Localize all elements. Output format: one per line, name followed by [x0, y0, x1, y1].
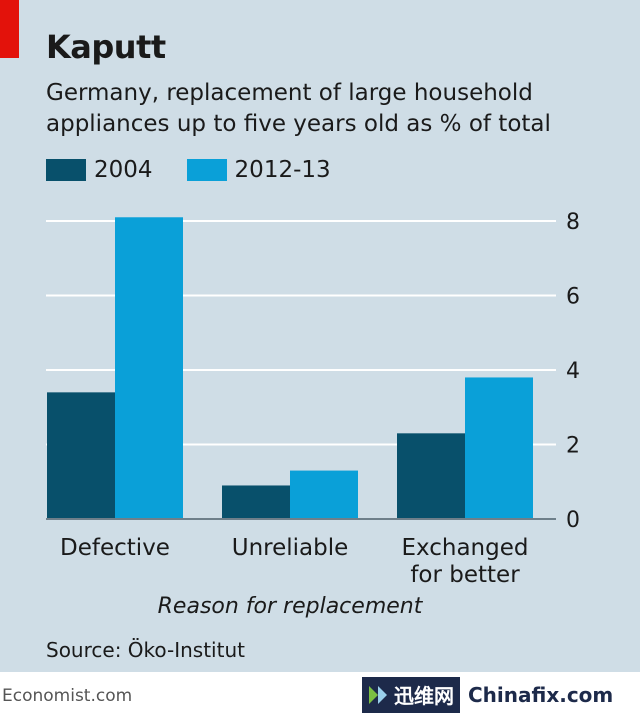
- y-tick-label-0: 0: [566, 508, 580, 533]
- bar-unreliable-2004: [222, 485, 290, 519]
- footer: Economist.com 迅维网 Chinafix.com: [0, 672, 640, 717]
- chinafix-logo-icon: [369, 685, 387, 704]
- y-tick-label-4: 4: [566, 359, 580, 384]
- watermark-en: Chinafix.com: [468, 682, 614, 707]
- x-axis-title: Reason for replacement: [157, 594, 423, 619]
- bar-chart: 0 2 4 6 8 Defective Unreliable Exchanged for bet…: [46, 210, 580, 588]
- bar-defective-2004: [47, 392, 115, 519]
- bar-unreliable-2012-13: [290, 470, 358, 519]
- watermark-cn: 迅维网: [394, 684, 454, 708]
- bar-exchanged-for-better-2012-13: [465, 377, 533, 519]
- y-tick-label-8: 8: [566, 210, 580, 235]
- x-tick-label-exchanged-for-better: Exchanged for better: [402, 535, 529, 588]
- chart-title: Kaputt: [46, 28, 166, 66]
- legend-label-2012-13: 2012-13: [234, 157, 331, 183]
- watermark-badge: 迅维网: [362, 676, 460, 713]
- y-tick-label-6: 6: [566, 285, 580, 310]
- source-note: Source: Öko-Institut: [46, 638, 245, 662]
- legend: 2004 2012-13: [46, 155, 365, 185]
- legend-swatch-2012-13: [186, 159, 227, 181]
- bar-defective-2012-13: [115, 217, 183, 519]
- legend-label-2004: 2004: [94, 157, 153, 183]
- legend-swatch-2004: [46, 159, 86, 181]
- footer-brand: Economist.com: [2, 686, 133, 706]
- accent-tag: [0, 0, 19, 58]
- legend-item-2012-13: 2012-13: [186, 157, 331, 183]
- y-tick-label-2: 2: [566, 434, 580, 459]
- legend-item-2004: 2004: [46, 157, 153, 183]
- bar-exchanged-for-better-2004: [397, 433, 465, 519]
- x-tick-label-unreliable: Unreliable: [232, 535, 349, 561]
- chart-subtitle: Germany, replacement of large household …: [46, 80, 551, 137]
- watermark: 迅维网 Chinafix.com: [362, 672, 640, 717]
- x-tick-label-defective: Defective: [60, 535, 170, 561]
